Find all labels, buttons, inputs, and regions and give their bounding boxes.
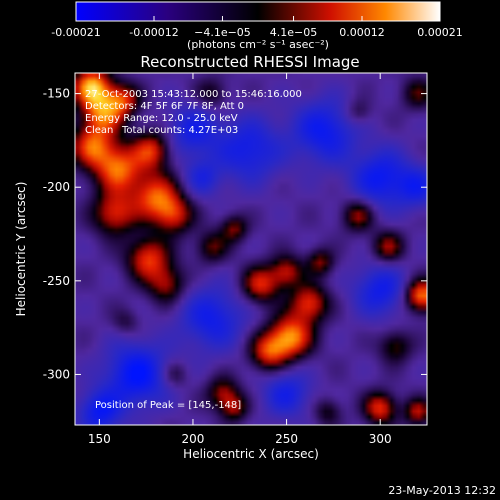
- y-axis-label: Heliocentric Y (arcsec): [14, 182, 28, 317]
- x-tick-label: 200: [182, 432, 205, 446]
- y-tick-label: -150: [43, 87, 70, 101]
- x-tick-label: 150: [88, 432, 111, 446]
- colorbar-tick-label: 4.1e−05: [270, 26, 317, 39]
- colorbar-tick-label: 0.00021: [417, 26, 463, 39]
- x-axis-ticks: 150 200 250 300: [88, 73, 392, 446]
- colorbar-tick-label: 0.00012: [339, 26, 385, 39]
- colorbar-tick-label: -0.00021: [51, 26, 100, 39]
- plot-frame: [74, 72, 428, 426]
- annotations: 27-Oct-2003 15:43:12.000 to 15:46:16.000…: [85, 89, 302, 411]
- x-tick-label: 250: [275, 432, 298, 446]
- time-range-text: 27-Oct-2003 15:43:12.000 to 15:46:16.000: [85, 89, 302, 100]
- y-tick-label: -200: [43, 180, 70, 194]
- colorbar-unit-label: (photons cm⁻² s⁻¹ asec⁻²): [187, 38, 329, 51]
- colorbar-tick-label: −4.1e−05: [194, 26, 251, 39]
- method-text: Clean: [85, 125, 113, 136]
- peak-position-text: Position of Peak = [145,-148]: [95, 400, 241, 411]
- x-axis-label: Heliocentric X (arcsec): [183, 447, 319, 461]
- y-tick-label: -250: [43, 274, 70, 288]
- colorbar-tick-label: -0.00012: [129, 26, 178, 39]
- x-tick-label: 300: [369, 432, 392, 446]
- total-counts-text: Total counts: 4.27E+03: [121, 125, 238, 136]
- heatmap-image: [75, 73, 427, 425]
- detectors-text: Detectors: 4F 5F 6F 7F 8F, Att 0: [85, 101, 244, 112]
- energy-range-text: Energy Range: 12.0 - 25.0 keV: [85, 113, 238, 124]
- colorbar-ticks: -0.00021 -0.00012 −4.1e−05 4.1e−05 0.00012 0.…: [51, 16, 463, 39]
- y-axis-ticks: -150 -200 -250 -300: [43, 87, 427, 381]
- y-tick-label: -300: [43, 367, 70, 381]
- chart-title: Reconstructed RHESSI Image: [140, 53, 359, 71]
- colorbar: [75, 1, 441, 22]
- footer-timestamp: 23-May-2013 12:32: [388, 484, 496, 497]
